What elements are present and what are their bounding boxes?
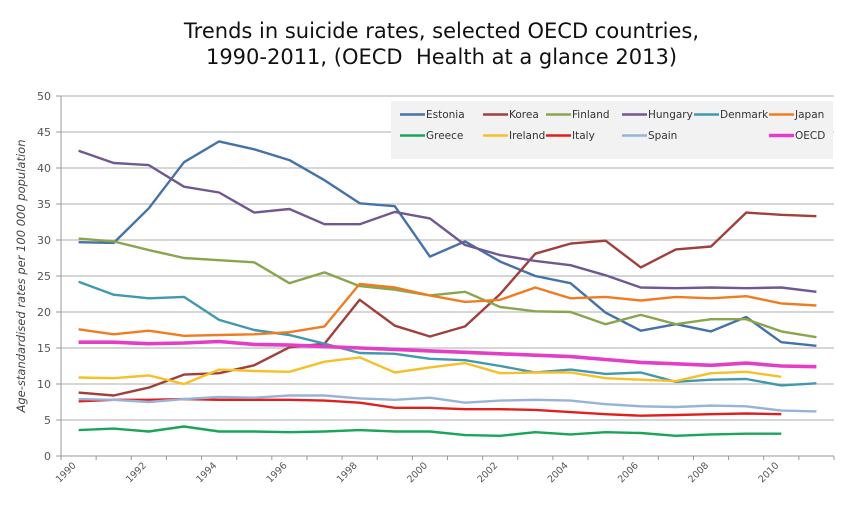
legend-item-hungary: Hungary	[622, 109, 693, 121]
legend-item-oecd: OECD	[769, 130, 825, 142]
y-tick-label: 35	[37, 198, 51, 211]
legend-background	[391, 101, 833, 159]
y-tick-label: 45	[37, 126, 51, 139]
y-tick-label: 30	[37, 234, 51, 247]
legend-item-denmark: Denmark	[694, 109, 769, 121]
series-denmark	[78, 280, 817, 387]
legend-label: Spain	[648, 130, 677, 142]
series-line-finland	[78, 237, 817, 339]
legend-label: Japan	[794, 109, 824, 121]
x-tick-label: 2006	[616, 460, 641, 485]
legend-label: Estonia	[426, 109, 465, 121]
legend-label: Denmark	[720, 109, 769, 121]
series-line-ireland	[78, 356, 782, 386]
legend-item-estonia: Estonia	[400, 109, 465, 121]
x-tick-label: 1998	[335, 460, 360, 485]
y-tick-label: 20	[37, 306, 51, 319]
x-tick-label: 1994	[194, 460, 219, 485]
series-line-denmark	[78, 280, 817, 387]
x-tick-label: 2000	[405, 460, 430, 485]
chart-title: Trends in suicide rates, selected OECD c…	[0, 18, 857, 70]
y-tick-label: 10	[37, 378, 51, 391]
x-tick-label: 1992	[124, 460, 149, 485]
legend-item-ireland: Ireland	[483, 130, 545, 142]
series-line-oecd	[78, 339, 817, 369]
chart-title-line-2: 1990-2011, (OECD Health at a glance 2013…	[205, 45, 678, 69]
series-ireland	[78, 356, 782, 386]
legend-label: Greece	[426, 130, 463, 142]
series-line-hungary	[78, 149, 817, 293]
x-tick-label: 2010	[757, 460, 782, 485]
series-estonia	[78, 140, 817, 347]
series-japan	[78, 282, 817, 337]
legend-label: Finland	[572, 109, 610, 121]
series-spain	[78, 394, 817, 413]
legend-label: Italy	[572, 130, 595, 142]
legend-item-japan: Japan	[769, 109, 824, 121]
y-tick-label: 25	[37, 270, 51, 283]
y-tick-label: 40	[37, 162, 51, 175]
y-tick-label: 5	[44, 414, 51, 427]
legend-item-italy: Italy	[546, 130, 595, 142]
x-tick-label: 1990	[54, 460, 79, 485]
series-line-korea	[78, 211, 817, 397]
x-axis-ticks: 1990 1992 1994 1996 1998 2000 2002 2004 2006 2008…	[54, 456, 835, 485]
chart-title-line-1: Trends in suicide rates, selected OECD c…	[183, 19, 700, 43]
series-line-greece	[78, 425, 782, 437]
x-tick-label: 2002	[475, 460, 500, 485]
x-tick-label: 2004	[546, 460, 571, 485]
y-axis-ticks: 0 5 10 15 20 25 30 35 40 45 50	[37, 90, 61, 463]
series-korea	[78, 211, 817, 397]
legend: Estonia Korea Finland Hungary Denmark Japan Gr…	[391, 101, 833, 159]
series-line-estonia	[78, 140, 817, 347]
legend-item-korea: Korea	[483, 109, 539, 121]
y-axis-label: Age-standardised rates per 100 000 popul…	[14, 140, 28, 414]
legend-item-spain: Spain	[622, 130, 677, 142]
legend-label: Korea	[509, 109, 539, 121]
series-lines	[78, 140, 817, 437]
legend-item-finland: Finland	[546, 109, 610, 121]
series-line-spain	[78, 394, 817, 413]
x-tick-label: 1996	[265, 460, 290, 485]
y-tick-label: 15	[37, 342, 51, 355]
y-tick-label: 50	[37, 90, 51, 103]
legend-item-greece: Greece	[400, 130, 463, 142]
legend-label: Ireland	[509, 130, 545, 142]
x-tick-label: 2008	[686, 460, 711, 485]
legend-label: Hungary	[648, 109, 693, 121]
series-oecd	[78, 339, 817, 369]
y-tick-label: 0	[44, 450, 51, 463]
series-hungary	[78, 149, 817, 293]
series-greece	[78, 425, 782, 437]
legend-label: OECD	[795, 130, 825, 142]
series-line-japan	[78, 282, 817, 337]
